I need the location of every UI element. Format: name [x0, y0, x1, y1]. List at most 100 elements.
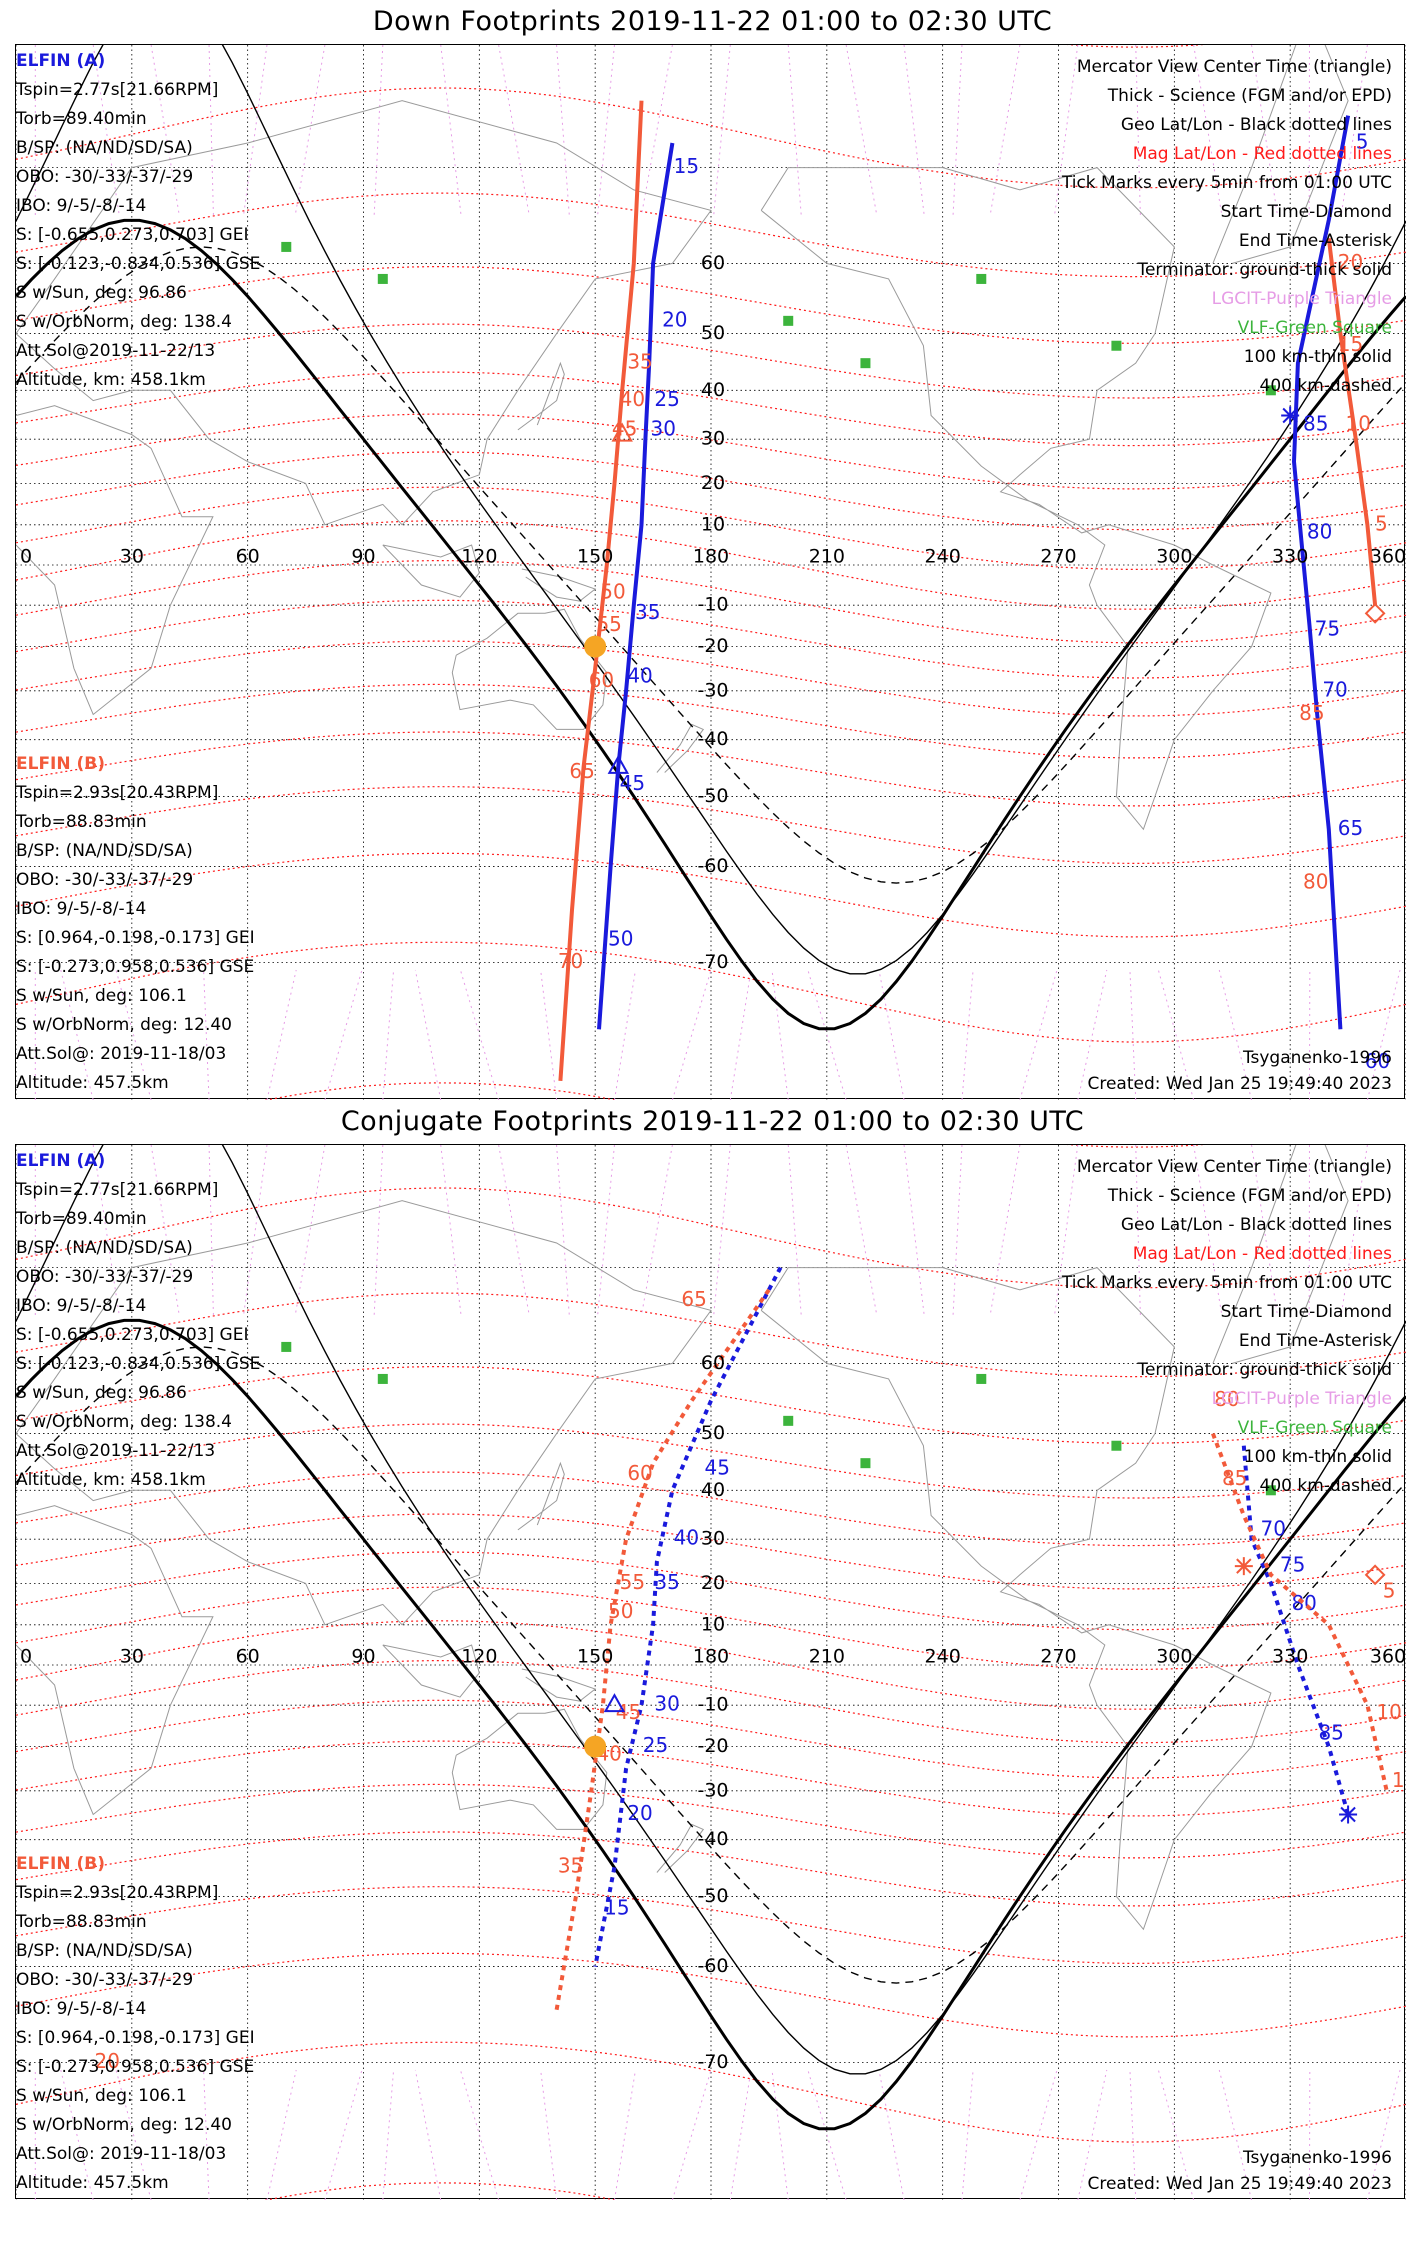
mag-parallel — [16, 1659, 1406, 1744]
elfin-a-tick-label: 5 — [1356, 130, 1369, 154]
mag-meridian — [1077, 969, 1108, 1100]
mag-parallel — [16, 1513, 1406, 1590]
info-line: S w/OrbNorm, deg: 12.40 — [16, 1015, 233, 1035]
mag-parallel — [16, 731, 1406, 807]
info-line: IBO: 9/-5/-8/-14 — [16, 899, 147, 919]
legend-line: Start Time-Diamond — [1220, 202, 1392, 222]
info-line: Torb=89.40min — [16, 109, 147, 129]
elfin-a-tick-label: 75 — [1315, 616, 1340, 640]
info-line: S: [-0.655,0.273,0.703] GEI — [16, 1325, 249, 1345]
mag-parallel — [16, 786, 1406, 865]
mag-meridian — [440, 45, 462, 216]
mag-meridian — [203, 2069, 210, 2200]
elfin-a-tick-label: 15 — [674, 154, 699, 178]
elfin-a-tick-label: 60 — [1365, 1049, 1390, 1073]
legend-line: Mercator View Center Time (triangle) — [1076, 57, 1392, 77]
conjugate-footprints-svg: 4540353025201570758085656055504540352080… — [16, 1145, 1406, 2200]
elfin-b-track — [1326, 238, 1378, 606]
lat-tick-label: -30 — [697, 679, 728, 701]
elfin-a-track — [593, 1266, 783, 1967]
lat-tick-label: -50 — [697, 785, 728, 807]
info-line: S w/OrbNorm, deg: 138.4 — [16, 1412, 233, 1432]
mag-parallel — [16, 852, 1406, 938]
lon-tick-label: 0 — [20, 546, 32, 568]
legend-line: Thick - Science (FGM and/or EPD) — [1107, 1186, 1392, 1206]
mag-meridian — [771, 2069, 789, 2200]
mag-meridian — [597, 45, 615, 216]
mag-meridian — [243, 1145, 268, 1316]
model-label: Tsyganenko-1996 — [1242, 1048, 1392, 1068]
lat-tick-label: 40 — [701, 379, 725, 401]
info-line: Att.Sol@: 2019-11-18/03 — [16, 2144, 227, 2164]
coastline — [16, 1200, 712, 1626]
mag-meridian — [556, 45, 570, 216]
elfin-b-tick-label: 10 — [1345, 412, 1370, 436]
coastline — [521, 1668, 597, 1702]
info-line: B/SP: (NA/ND/SD/SA) — [16, 841, 193, 861]
vlf-station-square — [1265, 385, 1276, 396]
mag-meridian — [498, 1145, 530, 1316]
end-asterisk — [1339, 1805, 1358, 1824]
lon-tick-label: 270 — [1040, 1646, 1076, 1668]
elfin-b-track — [558, 100, 644, 1082]
elfin-b-tick-label: 55 — [620, 1570, 645, 1594]
mag-meridian — [294, 1145, 326, 1316]
mag-meridian — [540, 969, 558, 1100]
lon-tick-label: 240 — [925, 546, 961, 568]
legend-conj: Mercator View Center Time (triangle) Thi… — [1062, 1153, 1392, 1501]
terminator — [16, 45, 1406, 1031]
mag-meridian — [771, 969, 789, 1100]
conjugate-footprints-map: 45 40 35 30 25 20 15 70 75 80 85 65 60 55 50 45 40 35 20 80… — [15, 1144, 1406, 2200]
legend-line: Start Time-Diamond — [1220, 1302, 1392, 1322]
lat-tick-label: 10 — [701, 513, 725, 535]
mag-parallel — [16, 1292, 1406, 1378]
info-line: OBO: -30/-33/-37/-29 — [16, 870, 194, 890]
coastline — [521, 568, 597, 602]
elfin-a-tick-label: 70 — [1261, 1516, 1286, 1540]
legend-line: VLF-Green Square — [1237, 1418, 1392, 1438]
lon-tick-label: 0 — [20, 1646, 32, 1668]
mag-parallel — [16, 323, 1406, 399]
lon-tick-label: 180 — [693, 546, 729, 568]
mag-parallel — [16, 599, 1406, 679]
vlf-station-square — [783, 315, 794, 326]
mag-meridian — [1019, 969, 1058, 1100]
lon-tick-label: 360 — [1370, 546, 1406, 568]
terminator-400km — [16, 1346, 1406, 1984]
elfin-b-tick-label: 60 — [589, 668, 614, 692]
mag-meridian — [324, 969, 363, 1100]
elfin-a-tick-label: 80 — [1307, 519, 1332, 543]
asterisk-stroke — [1236, 1558, 1252, 1574]
legend-line: Mag Lat/Lon - Red dotted lines — [1132, 1244, 1392, 1264]
mag-parallel — [16, 486, 1406, 571]
info-line: B/SP: (NA/ND/SD/SA) — [16, 1238, 193, 1258]
elfin-b-tick-label: 50 — [608, 1599, 633, 1623]
info-line: IBO: 9/-5/-8/-14 — [16, 1999, 147, 2019]
mag-parallel — [16, 941, 1406, 1043]
legend-line: Geo Lat/Lon - Black dotted lines — [1120, 115, 1392, 135]
mag-parallel — [16, 1423, 1406, 1499]
mag-meridian — [845, 1145, 878, 1316]
info-line: Tspin=2.93s[20.43RPM] — [16, 1883, 219, 1903]
mag-meridian — [961, 969, 974, 1100]
mag-parallel — [16, 1551, 1406, 1631]
coastline — [656, 1823, 705, 1873]
info-line: S: [-0.655,0.273,0.703] GEI — [16, 225, 249, 245]
mag-meridian — [1077, 2069, 1108, 2200]
mag-meridian — [414, 969, 442, 1100]
legend-line: 400 km-dashed — [1259, 1476, 1392, 1496]
legend-line: End Time-Asterisk — [1238, 231, 1392, 251]
info-line: S w/Sun, deg: 106.1 — [16, 2086, 187, 2106]
elfin-a-track — [1291, 115, 1351, 1030]
coastline — [451, 608, 608, 730]
lon-tick-label: 90 — [351, 1646, 375, 1668]
vlf-station-square — [976, 1373, 987, 1384]
mag-meridian — [324, 2069, 363, 2200]
mag-parallel — [16, 1620, 1406, 1710]
elfin-b-tick-label: 15 — [1392, 1768, 1406, 1792]
lon-tick-label: 210 — [809, 546, 845, 568]
down-footprints-svg: 1520253035404550585807570656035404550556… — [16, 45, 1406, 1100]
vlf-station-square — [976, 273, 987, 284]
mag-meridian — [92, 1145, 120, 1316]
info-line: S: [0.964,-0.198,-0.173] GEI — [16, 2028, 255, 2048]
